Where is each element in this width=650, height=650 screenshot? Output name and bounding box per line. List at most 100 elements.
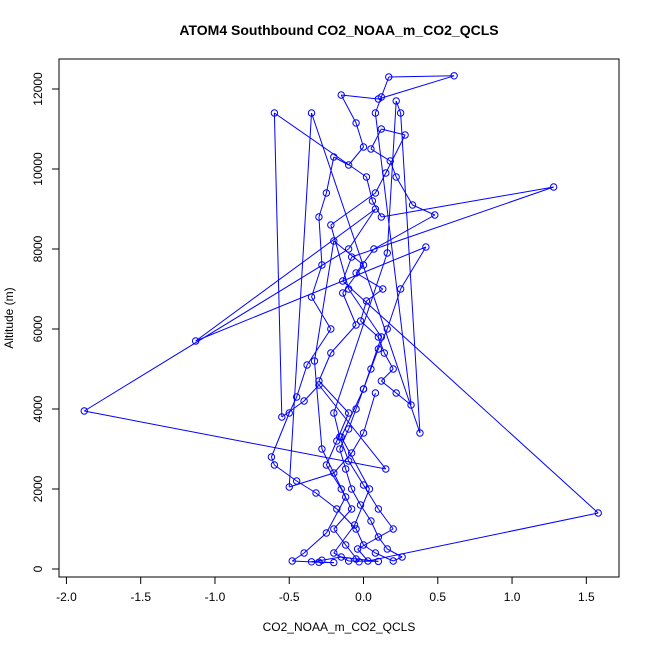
data-point (377, 333, 386, 341)
series-segment (339, 436, 350, 462)
x-tick-label: 0.0 (355, 590, 372, 604)
series-segment (270, 456, 275, 466)
data-point (285, 483, 293, 491)
data-point (364, 557, 372, 565)
data-point (339, 289, 347, 297)
data-point (383, 325, 391, 333)
data-point (385, 73, 393, 81)
data-point (330, 558, 338, 567)
series-segment (270, 412, 290, 458)
data-point (318, 445, 326, 453)
x-axis: -2.0 -1.5 -1.0 -0.5 0.0 0.5 1.0 1.5 (56, 576, 595, 604)
series-segment (333, 508, 352, 530)
data-point (347, 449, 356, 457)
data-point (330, 549, 338, 557)
data-point (382, 465, 390, 473)
data-point (374, 505, 383, 513)
data-point (339, 277, 347, 285)
series-segment (388, 75, 455, 78)
data-point (327, 349, 335, 357)
data-point (344, 245, 353, 253)
y-axis: 0 2000 4000 6000 8000 10000 12000 (31, 72, 60, 572)
series-segment (381, 128, 406, 136)
series-segment (333, 240, 364, 266)
series-segment (348, 288, 382, 338)
series-segment (296, 480, 317, 494)
data-point (344, 557, 353, 565)
series-segment (378, 75, 455, 100)
series-segment (84, 410, 386, 470)
y-tick-label: 2000 (31, 475, 45, 502)
series-segment (333, 412, 341, 438)
data-point (341, 465, 350, 473)
data-point (374, 533, 383, 541)
data-point (401, 131, 409, 139)
data-point (303, 361, 311, 369)
data-point (322, 189, 331, 197)
data-point (270, 109, 279, 117)
data-point (315, 213, 323, 221)
data-point (367, 517, 375, 525)
data-point (392, 389, 400, 397)
series-segment (374, 112, 412, 406)
data-point (337, 553, 345, 561)
series-segment (311, 559, 322, 563)
data-point (398, 553, 406, 561)
data-point (371, 109, 380, 117)
series-segment (348, 208, 376, 250)
data-point (371, 389, 380, 397)
data-point (389, 557, 397, 565)
data-point (379, 285, 387, 293)
data-point (371, 549, 380, 557)
series-segment (386, 288, 402, 330)
series-segment (333, 452, 352, 474)
data-point (336, 445, 344, 453)
series-segment (303, 532, 327, 554)
series-segment (296, 364, 308, 398)
data-point (330, 525, 338, 533)
series-segment (336, 508, 357, 530)
series-segment (377, 536, 388, 550)
data-point (359, 261, 368, 269)
data-point (365, 485, 374, 493)
data-point (374, 333, 383, 341)
data-point (337, 485, 345, 493)
series-segment (311, 112, 421, 434)
series-segment (355, 122, 364, 148)
data-point (288, 557, 296, 565)
y-tick-label: 6000 (31, 315, 45, 342)
data-point (347, 505, 356, 513)
series-segment (363, 392, 376, 434)
data-point (336, 433, 344, 441)
x-tick-label: -1.0 (205, 590, 226, 604)
series-segment (400, 112, 421, 434)
data-point (371, 189, 380, 197)
data-point (374, 557, 383, 566)
data-point (307, 558, 316, 566)
data-point (549, 183, 558, 191)
data-point (341, 493, 350, 501)
x-axis-label: CO2_NOAA_m_CO2_QCLS (263, 620, 416, 634)
series-segment (195, 208, 376, 342)
data-point (353, 545, 362, 553)
data-point (344, 161, 353, 169)
data-point (341, 541, 350, 549)
data-point (396, 285, 405, 293)
series-points (80, 72, 602, 567)
data-point (270, 461, 279, 469)
series-segment (325, 464, 342, 490)
data-point (350, 521, 359, 529)
data-point (315, 381, 323, 389)
series-segment (342, 280, 599, 514)
data-point (292, 477, 301, 485)
series-segment (325, 156, 335, 194)
data-point (310, 357, 319, 365)
data-point (389, 365, 397, 373)
data-point (377, 125, 386, 133)
y-axis-label: Altitude (m) (2, 287, 16, 348)
series-segment (386, 100, 397, 254)
series-segment (313, 360, 323, 450)
series-segment (370, 128, 382, 150)
data-point (356, 501, 365, 509)
